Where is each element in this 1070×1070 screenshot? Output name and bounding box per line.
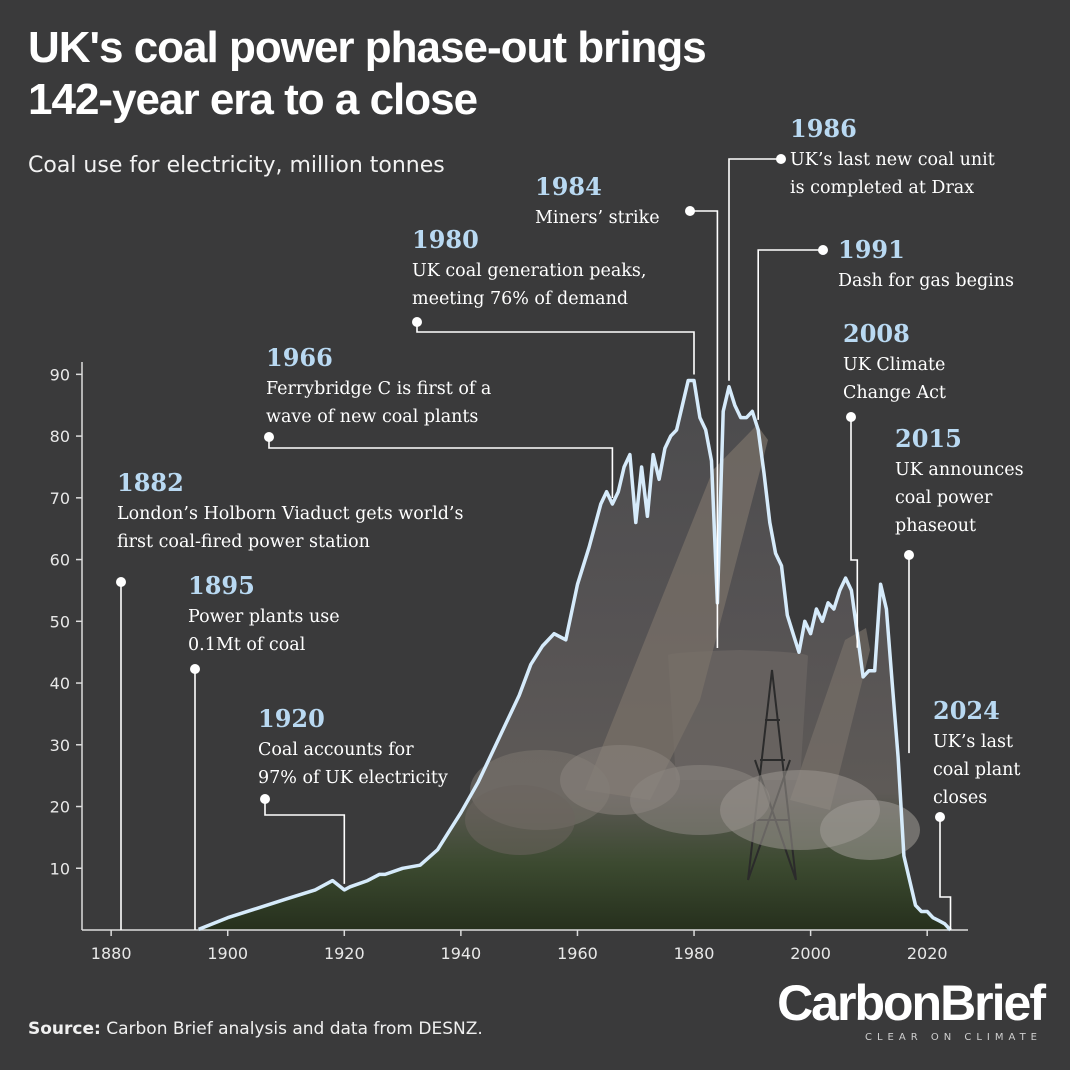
annotation-text: UK’s last new coal unit: [790, 150, 995, 170]
annotation-year: 1895: [188, 571, 255, 600]
annotation-1920: 1920 Coal accounts for 97% of UK electrici…: [258, 704, 448, 884]
annotation-1991: 1991 Dash for gas begins: [757, 235, 1014, 420]
logo-name: CarbonBrief: [777, 975, 1046, 1031]
x-tick-label: 1900: [207, 944, 248, 963]
leader-dot: [846, 412, 856, 422]
annotation-text: 97% of UK electricity: [258, 768, 448, 788]
leader-dot: [935, 812, 945, 822]
falling-chimney-2: [790, 628, 870, 810]
annotation-text: phaseout: [895, 516, 976, 536]
annotation-1984: 1984 Miners’ strike: [535, 172, 719, 648]
leader-dot: [776, 154, 786, 164]
annotation-2024: 2024 UK’s last coal plant closes: [933, 696, 1020, 930]
annotation-text: UK Climate: [843, 355, 945, 375]
annotations: 1882 London’s Holborn Viaduct gets world’…: [116, 114, 1024, 930]
annotation-year: 1986: [790, 114, 857, 143]
leader-dot: [116, 577, 126, 587]
leader-dot: [260, 794, 270, 804]
leader-line: [264, 799, 346, 884]
leader-line: [690, 210, 719, 648]
leader-line: [850, 417, 859, 648]
annotation-text: wave of new coal plants: [266, 407, 478, 427]
x-tick-label: 2000: [790, 944, 831, 963]
annotation-year: 1984: [535, 172, 602, 201]
falling-chimney: [585, 425, 768, 800]
demolition-photo-silhouette: [465, 425, 920, 881]
smoke-cloud: [465, 785, 575, 855]
leader-dot: [264, 432, 274, 442]
y-tick-label: 30: [50, 736, 70, 755]
annotation-year: 2008: [843, 319, 910, 348]
axes: 1880 1900 1920 1940 1960 1980 2000 2020 10 20 30 40…: [50, 362, 968, 963]
x-tick-label: 1960: [557, 944, 598, 963]
annotation-year: 1882: [117, 468, 184, 497]
annotation-1980: 1980 UK coal generation peaks, meeting 76%…: [412, 225, 695, 375]
annotation-text: Miners’ strike: [535, 208, 660, 228]
annotation-text: London’s Holborn Viaduct gets world’s: [117, 504, 463, 524]
coal-use-line: [197, 378, 952, 932]
y-tick-label: 50: [50, 612, 70, 631]
coal-use-series: [197, 378, 952, 932]
source-note: Source: Carbon Brief analysis and data f…: [28, 1019, 483, 1039]
annotation-text: Change Act: [843, 383, 946, 403]
chart-title: UK's coal power phase-out brings 142-year…: [28, 23, 707, 124]
annotation-year: 2024: [933, 696, 1000, 725]
annotation-year: 1966: [266, 343, 333, 372]
leader-line: [416, 322, 695, 375]
y-tick-label: 90: [50, 365, 70, 384]
y-tick-label: 40: [50, 674, 70, 693]
annotation-text: first coal-fired power station: [117, 532, 370, 552]
x-tick-label: 1880: [91, 944, 132, 963]
annotation-year: 2015: [895, 424, 962, 453]
leader-dot: [412, 317, 422, 327]
leader-dot: [685, 206, 695, 216]
annotation-text: coal power: [895, 488, 993, 508]
x-tick-label: 2020: [907, 944, 948, 963]
smoke-cloud: [820, 800, 920, 860]
leader-dot: [818, 245, 828, 255]
annotation-text: UK’s last: [933, 732, 1013, 752]
annotation-text: meeting 76% of demand: [412, 289, 628, 309]
annotation-text: 0.1Mt of coal: [188, 635, 306, 655]
annotation-text: coal plant: [933, 760, 1020, 780]
y-tick-label: 10: [50, 859, 70, 878]
source-label: Source:: [28, 1019, 101, 1039]
x-tick-label: 1980: [674, 944, 715, 963]
leader-line: [939, 817, 952, 930]
logo-tagline: CLEAR ON CLIMATE: [865, 1032, 1042, 1043]
annotation-text: Ferrybridge C is first of a: [266, 379, 491, 399]
annotation-year: 1991: [838, 235, 905, 264]
annotation-year: 1980: [412, 225, 479, 254]
leader-dot: [190, 664, 200, 674]
annotation-year: 1920: [258, 704, 325, 733]
annotation-text: Power plants use: [188, 607, 340, 627]
source-text: Carbon Brief analysis and data from DESN…: [106, 1019, 483, 1039]
leader-dot: [904, 550, 914, 560]
y-tick-label: 60: [50, 551, 70, 570]
x-tick-label: 1940: [441, 944, 482, 963]
x-tick-label: 1920: [324, 944, 365, 963]
annotation-text: closes: [933, 788, 987, 808]
y-tick-label: 20: [50, 798, 70, 817]
annotation-text: UK coal generation peaks,: [412, 261, 646, 281]
annotation-1895: 1895 Power plants use 0.1Mt of coal: [188, 571, 340, 930]
annotation-text: UK announces: [895, 460, 1024, 480]
annotation-2015: 2015 UK announces coal power phaseout: [895, 424, 1024, 754]
annotation-1882: 1882 London’s Holborn Viaduct gets world’…: [116, 468, 463, 930]
y-tick-label: 80: [50, 427, 70, 446]
annotation-text: is completed at Drax: [790, 178, 974, 198]
annotation-1986: 1986 UK’s last new coal unit is completed …: [728, 114, 995, 381]
leader-line: [728, 158, 781, 381]
annotation-text: Coal accounts for: [258, 740, 414, 760]
y-tick-label: 70: [50, 489, 70, 508]
chart-subtitle: Coal use for electricity, million tonnes: [28, 153, 445, 178]
leader-line: [268, 437, 614, 498]
annotation-2008: 2008 UK Climate Change Act: [843, 319, 946, 648]
annotation-text: Dash for gas begins: [838, 271, 1014, 291]
carbon-brief-logo: CarbonBrief CLEAR ON CLIMATE: [777, 975, 1046, 1043]
annotation-1966: 1966 Ferrybridge C is first of a wave of n…: [264, 343, 614, 498]
leader-line: [757, 249, 823, 420]
